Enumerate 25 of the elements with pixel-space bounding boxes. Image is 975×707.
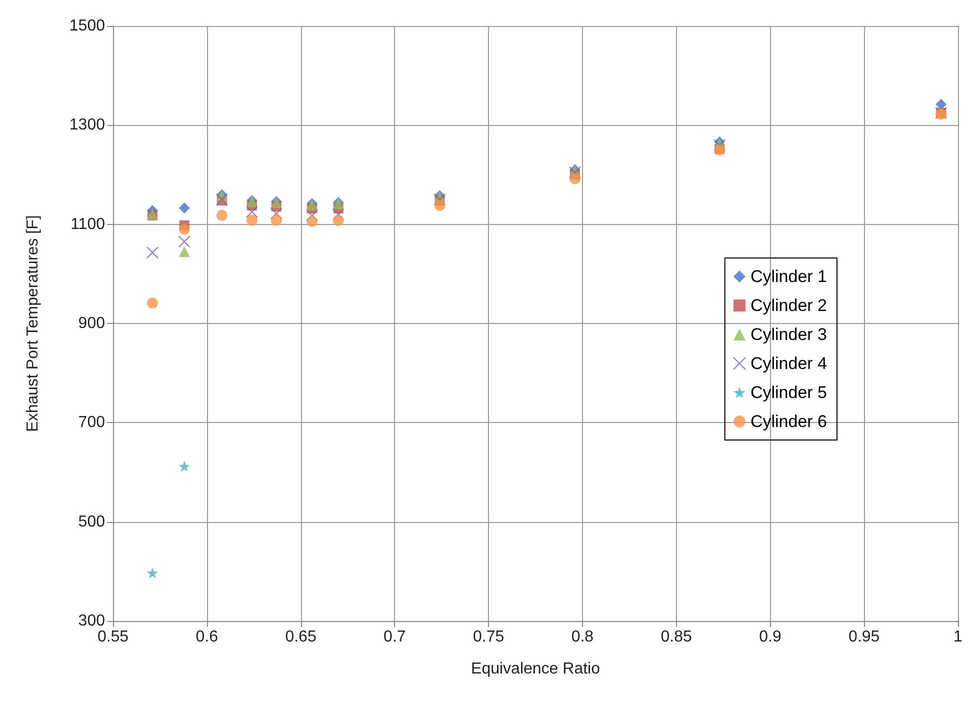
y-tick-label: 300 [78,612,106,630]
legend-label: Cylinder 3 [750,325,828,344]
x-tick-label: 0.85 [660,628,692,646]
legend-label: Cylinder 2 [750,296,828,315]
x-tick-label: 0.7 [384,628,406,646]
y-tick-label: 1100 [70,216,106,233]
x-axis-title: Equivalence Ratio [471,660,600,678]
y-tick-label: 1300 [69,116,106,134]
legend-label: Cylinder 4 [750,354,828,373]
legend-label: Cylinder 1 [750,267,828,286]
legend-label: Cylinder 5 [750,383,828,402]
y-axis-title: Exhaust Port Temperatures [F] [24,215,42,432]
y-tick-label: 700 [78,414,106,432]
legend-label: Cylinder 6 [750,412,828,431]
x-tick-label: 0.6 [196,628,218,646]
x-tick-label: 0.55 [97,628,129,646]
y-tick-label: 900 [78,315,106,332]
x-tick-label: 0.9 [759,628,782,646]
x-tick-label: 0.8 [571,628,594,646]
y-tick-label: 1500 [69,18,106,34]
x-tick-label: 0.75 [472,628,504,646]
x-tick-label: 0.95 [848,628,880,646]
x-tick-label: 0.65 [285,628,316,646]
y-tick-label: 500 [78,513,106,530]
x-tick-label: 1 [954,628,963,646]
